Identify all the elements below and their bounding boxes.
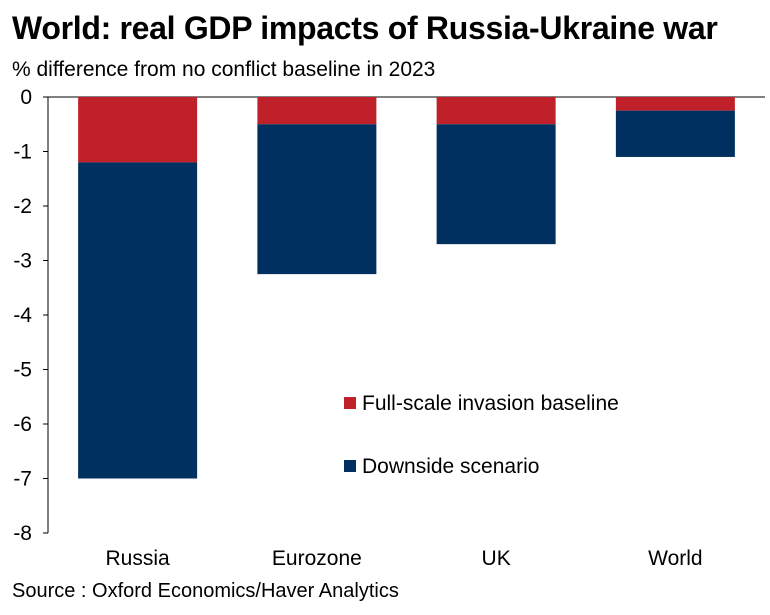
- bar-full-scale-russia: [78, 97, 198, 163]
- x-tick-label: UK: [482, 547, 511, 570]
- y-tick-label: -3: [13, 250, 32, 273]
- y-tick-label: -7: [13, 468, 32, 491]
- y-tick-label: -2: [13, 195, 32, 218]
- y-tick-label: -6: [13, 413, 32, 436]
- y-tick-label: -4: [13, 304, 32, 327]
- bar-full-scale-eurozone: [257, 97, 377, 125]
- legend-swatch: [344, 397, 356, 409]
- x-tick-label: Russia: [106, 547, 171, 570]
- y-tick-label: -5: [13, 359, 32, 382]
- bar-downside-world: [615, 110, 735, 157]
- bar-full-scale-world: [615, 97, 735, 111]
- y-tick-label: -8: [13, 522, 32, 545]
- bar-downside-russia: [78, 162, 198, 479]
- chart-subtitle: % difference from no conflict baseline i…: [12, 58, 436, 81]
- legend-swatch: [344, 460, 356, 472]
- chart-title: World: real GDP impacts of Russia-Ukrain…: [12, 10, 718, 46]
- x-tick-label: World: [648, 547, 702, 570]
- legend-label: Downside scenario: [362, 455, 539, 478]
- y-tick-label: 0: [20, 86, 32, 109]
- bar-downside-uk: [436, 124, 556, 245]
- chart-source: Source : Oxford Economics/Haver Analytic…: [12, 580, 399, 602]
- bar-full-scale-uk: [436, 97, 556, 125]
- x-tick-label: Eurozone: [272, 547, 362, 570]
- bar-downside-eurozone: [257, 124, 377, 275]
- y-tick-label: -1: [13, 141, 32, 164]
- legend-label: Full-scale invasion baseline: [362, 392, 619, 415]
